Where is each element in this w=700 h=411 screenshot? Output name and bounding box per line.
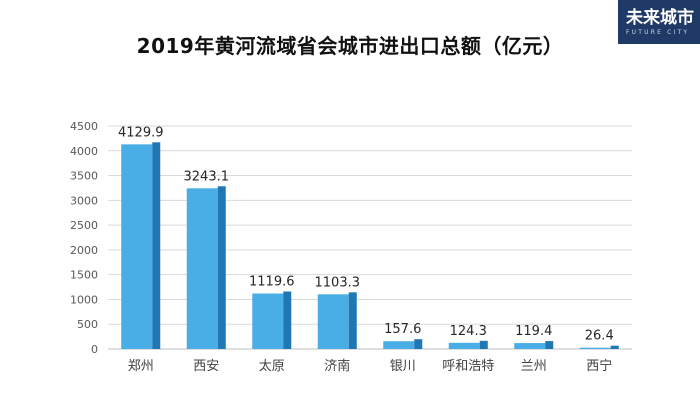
y-tick-label: 3500 [70, 170, 98, 183]
bar-side [610, 345, 619, 349]
chart-title: 2019年黄河流域省会城市进出口总额（亿元） [136, 34, 564, 58]
y-tick-label: 1000 [70, 293, 98, 306]
y-tick-label: 2500 [70, 219, 98, 232]
y-tick-label: 500 [77, 318, 98, 331]
bar-side [545, 341, 554, 349]
data-label: 4129.9 [118, 125, 164, 140]
logo-subtext: FUTURE CITY [626, 29, 690, 36]
x-tick-label: 太原 [259, 359, 285, 374]
bar [514, 343, 546, 349]
y-tick-label: 2000 [70, 244, 98, 257]
bar [383, 341, 415, 349]
data-label: 26.4 [585, 329, 614, 344]
data-label: 124.3 [450, 324, 487, 339]
bar-side [348, 292, 357, 349]
bar-side [217, 186, 226, 349]
bar [186, 188, 218, 349]
data-label: 1103.3 [315, 275, 361, 290]
y-tick-label: 4000 [70, 145, 98, 158]
y-tick-label: 0 [91, 343, 98, 356]
x-tick-label: 银川 [390, 359, 416, 374]
bar [448, 342, 480, 349]
brand-logo: 未来城市 FUTURE CITY [618, 0, 700, 44]
x-tick-label: 兰州 [521, 359, 547, 374]
data-label: 3243.1 [184, 169, 230, 184]
data-label: 119.4 [515, 324, 552, 339]
bar [579, 347, 611, 349]
bar-side [479, 340, 488, 349]
bar [317, 294, 349, 349]
bar [121, 144, 153, 349]
y-tick-label: 3000 [70, 194, 98, 207]
bar [252, 293, 284, 349]
x-tick-label: 济南 [324, 358, 350, 374]
x-tick-label: 郑州 [128, 359, 154, 374]
logo-text: 未来城市 [626, 8, 694, 28]
data-label: 157.6 [384, 322, 421, 337]
bar-side [152, 142, 161, 349]
x-tick-label: 呼和浩特 [442, 359, 494, 374]
bar-side [283, 291, 292, 349]
bar-side [414, 339, 423, 349]
y-tick-label: 4500 [70, 120, 98, 133]
y-tick-label: 1500 [70, 269, 98, 282]
x-tick-label: 西宁 [586, 358, 612, 374]
x-tick-label: 西安 [193, 359, 219, 374]
data-label: 1119.6 [249, 275, 295, 290]
